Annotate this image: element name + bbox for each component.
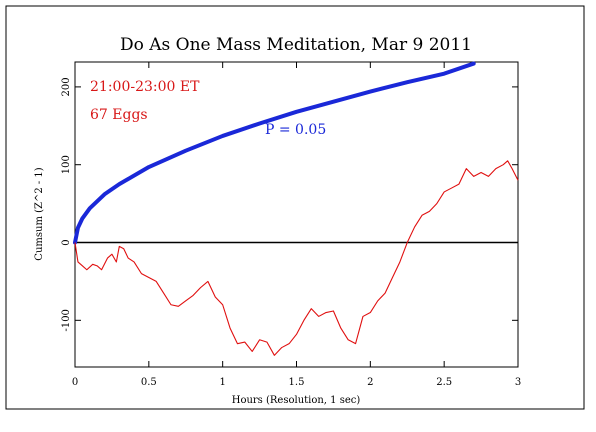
y-tick-label: 0 bbox=[61, 239, 72, 245]
x-tick-label: 2.5 bbox=[436, 377, 452, 388]
x-axis-label: Hours (Resolution, 1 sec) bbox=[232, 395, 361, 406]
y-axis-label: Cumsum (Z^2 - 1) bbox=[34, 167, 45, 260]
annotation-p-value: P = 0.05 bbox=[265, 122, 326, 138]
figure-border bbox=[5, 5, 585, 410]
y-tick-label: 200 bbox=[61, 77, 72, 96]
x-tick-label: 2 bbox=[367, 377, 373, 388]
chart-title: Do As One Mass Meditation, Mar 9 2011 bbox=[120, 35, 472, 55]
x-tick-label: 3 bbox=[515, 377, 521, 388]
p-envelope-line bbox=[73, 61, 476, 245]
x-tick-label: 1 bbox=[219, 377, 225, 388]
x-tick-label: 0 bbox=[72, 377, 78, 388]
annotation-time-range: 21:00-23:00 ET bbox=[90, 79, 200, 95]
y-tick-label: -100 bbox=[61, 309, 72, 331]
cumsum-line bbox=[74, 160, 519, 356]
annotation-eggs: 67 Eggs bbox=[90, 107, 148, 123]
x-tick-label: 1.5 bbox=[289, 377, 305, 388]
series-group bbox=[73, 61, 519, 356]
y-tick-label: 100 bbox=[61, 155, 72, 174]
axes: 0 0.5 1 1.5 2 2.5 3 -100 0 100 200 bbox=[61, 62, 521, 388]
x-tick-label: 0.5 bbox=[141, 377, 157, 388]
